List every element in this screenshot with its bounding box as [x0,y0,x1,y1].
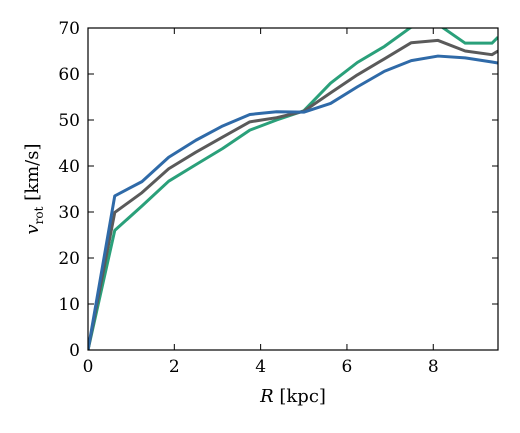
y-tick-label: 70 [58,19,80,39]
plot-frame [87,27,499,351]
x-tick-label: 0 [83,357,94,377]
y-tick-label: 30 [58,203,80,223]
x-tick-label: 2 [169,357,180,377]
y-tick-label: 60 [58,65,80,85]
x-axis-label: R [kpc] [259,386,326,407]
y-tick-label: 50 [58,111,80,131]
tick-layer: 0 2 4 6 8 0 10 20 30 40 50 60 70 [58,19,498,377]
x-tick-label: 6 [342,357,353,377]
y-tick-label: 0 [69,341,80,361]
y-tick-label: 40 [58,157,80,177]
series-line-2 [88,38,498,350]
series-layer [88,28,498,350]
series-line-3 [88,54,498,350]
x-tick-label: 4 [255,357,266,377]
y-tick-label: 20 [58,249,80,269]
y-axis-label: vrot [km/s] [22,143,46,234]
y-tick-label: 10 [58,295,80,315]
x-tick-label: 8 [428,357,439,377]
